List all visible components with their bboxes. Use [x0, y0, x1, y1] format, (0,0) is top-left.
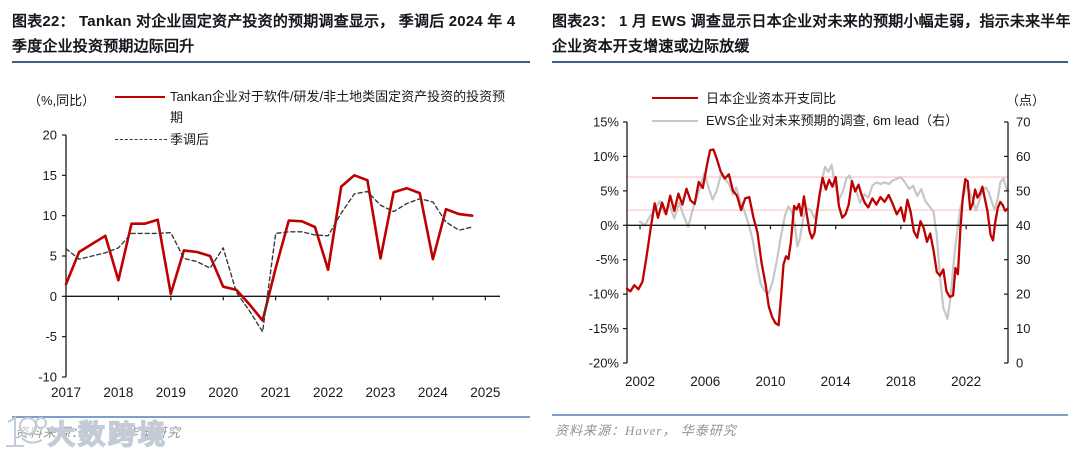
figure-22-title: 图表22： Tankan 对企业固定资产投资的预期调查显示， 季调后 2024 …: [12, 13, 516, 55]
svg-text:10: 10: [43, 208, 57, 223]
right-axis-unit-label: （点）: [1005, 93, 1045, 108]
title-divider: [12, 61, 530, 63]
svg-text:2018: 2018: [103, 385, 133, 400]
svg-text:2006: 2006: [690, 374, 720, 389]
svg-text:5: 5: [50, 249, 57, 264]
svg-text:20: 20: [1016, 287, 1030, 302]
svg-text:70: 70: [1016, 115, 1030, 130]
svg-text:60: 60: [1016, 149, 1030, 164]
svg-text:2024: 2024: [418, 385, 449, 400]
svg-text:2017: 2017: [51, 385, 81, 400]
legend-capex-label: 日本企业资本开支同比: [706, 91, 837, 106]
svg-text:15%: 15%: [593, 115, 619, 130]
svg-text:50: 50: [1016, 183, 1030, 198]
svg-text:2002: 2002: [625, 374, 655, 389]
source-divider: [552, 414, 1068, 416]
svg-text:5%: 5%: [600, 183, 619, 198]
svg-text:20: 20: [43, 128, 57, 143]
svg-text:0: 0: [1016, 356, 1023, 371]
legend-ews-label: EWS企业对未来预期的调查, 6m lead（右）: [706, 113, 959, 128]
svg-text:-5%: -5%: [596, 252, 620, 267]
svg-text:-5: -5: [45, 329, 57, 344]
figure-23-title: 图表23： 1 月 EWS 调查显示日本企业对未来的预期小幅走弱，指示未来半年企…: [552, 13, 1071, 55]
capex-series-swatch: [652, 97, 698, 99]
svg-text:2025: 2025: [470, 385, 500, 400]
svg-text:2021: 2021: [261, 385, 291, 400]
svg-text:2020: 2020: [208, 385, 238, 400]
svg-text:15: 15: [43, 168, 57, 183]
svg-text:10: 10: [1016, 321, 1030, 336]
watermark: 大数跨境: [2, 412, 168, 452]
svg-text:-15%: -15%: [589, 321, 620, 336]
svg-text:-10%: -10%: [589, 287, 620, 302]
left-axis-unit-label: （%,同比）: [28, 93, 96, 108]
svg-text:40: 40: [1016, 218, 1030, 233]
svg-text:2023: 2023: [365, 385, 395, 400]
figure-22-source: 华泰研究: [125, 425, 182, 440]
ews-series-swatch: [652, 120, 698, 122]
svg-text:2019: 2019: [156, 385, 186, 400]
svg-text:30: 30: [1016, 252, 1030, 267]
legend-seasonal-adj-label: 季调后: [170, 132, 210, 147]
title-divider: [552, 61, 1068, 63]
figure-23-source: 资料来源：Haver， 华泰研究: [555, 423, 737, 438]
svg-text:-10: -10: [38, 370, 57, 385]
watermark-text: 大数跨境: [47, 419, 168, 450]
svg-text:2014: 2014: [821, 374, 852, 389]
svg-text:2022: 2022: [313, 385, 343, 400]
watermark-logo-icon: [6, 416, 47, 447]
legend-tankan-label: Tankan企业对于软件/研发/非土地类固定资产投资的投资预期: [170, 89, 506, 125]
svg-text:2022: 2022: [951, 374, 981, 389]
svg-text:0%: 0%: [600, 218, 619, 233]
seasonal-adj-series-swatch: [115, 139, 167, 140]
source-divider: [12, 416, 530, 418]
svg-text:-20%: -20%: [589, 356, 620, 371]
tankan-series-swatch: [115, 96, 165, 98]
svg-text:2010: 2010: [755, 374, 785, 389]
svg-text:10%: 10%: [593, 149, 619, 164]
svg-text:0: 0: [50, 289, 57, 304]
svg-text:2018: 2018: [886, 374, 916, 389]
